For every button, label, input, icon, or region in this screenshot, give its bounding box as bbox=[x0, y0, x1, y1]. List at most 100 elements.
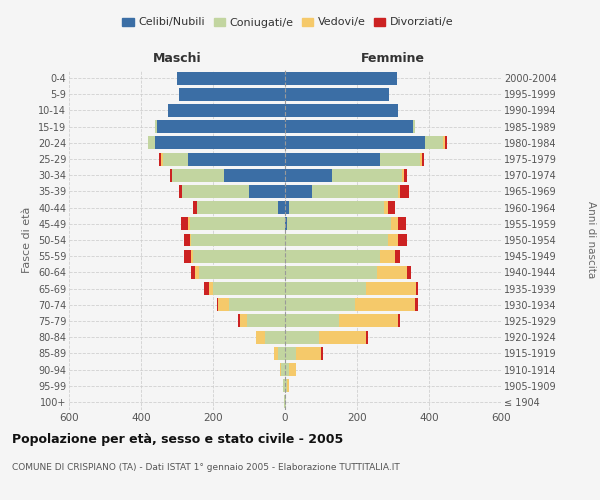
Bar bbox=[157, 120, 285, 133]
Bar bbox=[404, 169, 407, 181]
Bar bbox=[217, 298, 218, 311]
Bar bbox=[425, 136, 443, 149]
Bar bbox=[285, 88, 389, 101]
Bar bbox=[229, 298, 285, 311]
Bar bbox=[319, 330, 366, 344]
Bar bbox=[402, 169, 404, 181]
Bar bbox=[193, 250, 285, 262]
Bar bbox=[416, 282, 418, 295]
Bar bbox=[287, 218, 391, 230]
Bar bbox=[285, 72, 397, 85]
Bar bbox=[289, 201, 384, 214]
Text: COMUNE DI CRISPIANO (TA) - Dati ISTAT 1° gennaio 2005 - Elaborazione TUTTITALIA.: COMUNE DI CRISPIANO (TA) - Dati ISTAT 1°… bbox=[12, 462, 400, 471]
Bar bbox=[339, 314, 398, 328]
Bar bbox=[285, 218, 287, 230]
Bar bbox=[181, 218, 188, 230]
Bar bbox=[168, 104, 285, 117]
Bar bbox=[209, 282, 213, 295]
Bar bbox=[366, 282, 416, 295]
Bar bbox=[191, 234, 285, 246]
Bar bbox=[172, 169, 224, 181]
Bar bbox=[155, 120, 157, 133]
Bar bbox=[422, 152, 424, 166]
Bar bbox=[312, 185, 398, 198]
Bar bbox=[278, 347, 285, 360]
Bar bbox=[159, 152, 161, 166]
Bar bbox=[285, 379, 287, 392]
Bar bbox=[285, 363, 289, 376]
Bar bbox=[287, 379, 289, 392]
Bar bbox=[380, 250, 395, 262]
Text: Maschi: Maschi bbox=[152, 52, 202, 65]
Legend: Celibi/Nubili, Coniugati/e, Vedovi/e, Divorziati/e: Celibi/Nubili, Coniugati/e, Vedovi/e, Di… bbox=[118, 13, 458, 32]
Bar bbox=[445, 136, 447, 149]
Bar bbox=[191, 250, 193, 262]
Bar bbox=[285, 250, 380, 262]
Bar bbox=[366, 330, 368, 344]
Text: Popolazione per età, sesso e stato civile - 2005: Popolazione per età, sesso e stato civil… bbox=[12, 432, 343, 446]
Bar bbox=[199, 266, 285, 279]
Bar bbox=[240, 314, 247, 328]
Y-axis label: Fasce di età: Fasce di età bbox=[22, 207, 32, 273]
Bar bbox=[395, 250, 400, 262]
Bar bbox=[285, 201, 289, 214]
Bar bbox=[407, 266, 411, 279]
Bar bbox=[148, 136, 155, 149]
Bar bbox=[388, 234, 398, 246]
Bar bbox=[285, 104, 398, 117]
Bar bbox=[184, 234, 190, 246]
Bar bbox=[355, 298, 415, 311]
Bar bbox=[190, 218, 285, 230]
Bar bbox=[285, 282, 366, 295]
Bar bbox=[285, 347, 296, 360]
Bar bbox=[398, 234, 407, 246]
Bar bbox=[285, 396, 286, 408]
Bar bbox=[285, 169, 332, 181]
Bar bbox=[249, 185, 285, 198]
Bar bbox=[280, 363, 281, 376]
Text: Anni di nascita: Anni di nascita bbox=[586, 202, 596, 278]
Bar bbox=[415, 298, 418, 311]
Bar bbox=[238, 314, 240, 328]
Bar bbox=[197, 201, 278, 214]
Bar bbox=[179, 185, 182, 198]
Bar bbox=[184, 250, 191, 262]
Bar bbox=[191, 266, 195, 279]
Text: Femmine: Femmine bbox=[361, 52, 425, 65]
Bar bbox=[285, 266, 377, 279]
Bar bbox=[179, 88, 285, 101]
Bar bbox=[188, 152, 285, 166]
Bar bbox=[224, 169, 285, 181]
Bar bbox=[218, 298, 229, 311]
Bar bbox=[195, 266, 199, 279]
Bar bbox=[274, 347, 278, 360]
Bar bbox=[285, 234, 388, 246]
Bar bbox=[265, 330, 285, 344]
Bar bbox=[285, 152, 380, 166]
Bar bbox=[398, 218, 406, 230]
Bar bbox=[413, 120, 415, 133]
Bar bbox=[155, 136, 285, 149]
Bar bbox=[278, 201, 285, 214]
Bar bbox=[163, 152, 188, 166]
Bar bbox=[170, 169, 172, 181]
Bar bbox=[283, 379, 285, 392]
Bar bbox=[247, 314, 285, 328]
Bar bbox=[377, 266, 407, 279]
Bar bbox=[400, 185, 409, 198]
Bar bbox=[177, 72, 285, 85]
Bar bbox=[289, 363, 296, 376]
Bar bbox=[443, 136, 445, 149]
Bar bbox=[420, 152, 422, 166]
Bar bbox=[384, 201, 388, 214]
Bar bbox=[398, 314, 400, 328]
Bar bbox=[398, 185, 400, 198]
Bar bbox=[281, 363, 285, 376]
Bar bbox=[321, 347, 323, 360]
Bar bbox=[391, 218, 398, 230]
Bar bbox=[296, 347, 321, 360]
Bar bbox=[285, 185, 312, 198]
Bar bbox=[182, 185, 249, 198]
Bar bbox=[161, 152, 163, 166]
Bar bbox=[332, 169, 402, 181]
